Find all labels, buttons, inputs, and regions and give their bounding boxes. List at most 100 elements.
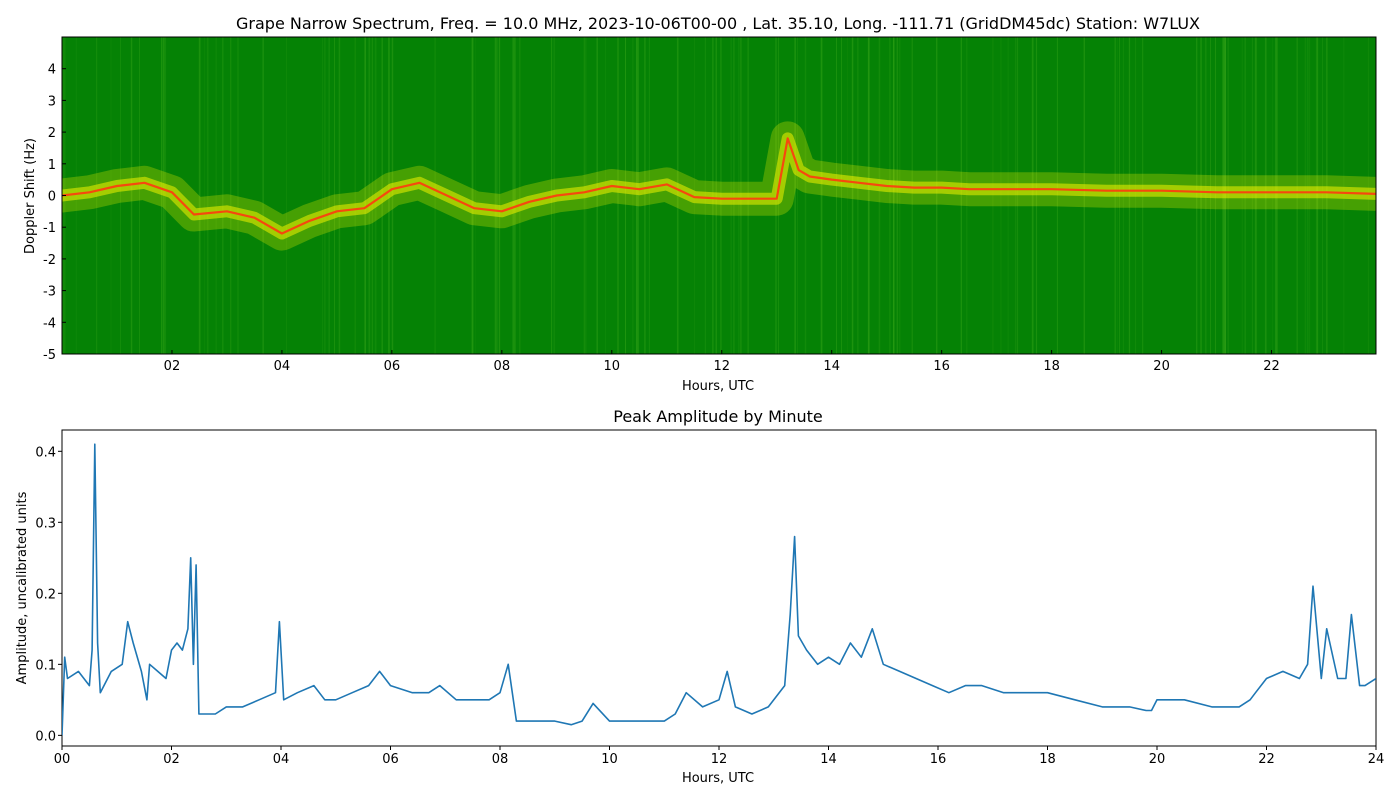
spectrogram-x-tick-label: 12 — [713, 359, 730, 374]
amplitude-panel: 00 02 04 06 08 10 12 14 16 18 20 22 24 0.00.10.20.30… — [15, 429, 1385, 786]
noise-stripe — [841, 37, 842, 354]
spectrogram-x-axis: 02 04 06 08 10 12 14 16 18 20 22 — [164, 350, 1280, 374]
noise-stripe — [514, 37, 516, 354]
spectrogram-y-tick-label: 2 — [48, 126, 56, 141]
amplitude-x-tick-label: 18 — [1039, 752, 1056, 767]
noise-stripe — [851, 37, 854, 354]
noise-stripe — [896, 37, 899, 354]
spectrogram-y-tick-label: 4 — [48, 63, 56, 78]
noise-stripe — [857, 37, 859, 354]
spectrogram-x-tick-label: 02 — [164, 359, 181, 374]
noise-stripe — [475, 37, 476, 354]
noise-stripe — [161, 37, 163, 354]
amplitude-ylabel: Amplitude, uncalibrated units — [15, 491, 30, 684]
noise-stripe — [836, 37, 837, 354]
noise-stripe — [262, 37, 264, 354]
noise-stripe — [648, 37, 650, 354]
amplitude-x-tick-label: 00 — [54, 752, 71, 767]
amplitude-y-tick-label: 0.4 — [35, 445, 56, 460]
noise-stripe — [617, 37, 619, 354]
noise-stripe — [230, 37, 232, 354]
spectrogram-y-tick-label: -2 — [43, 253, 56, 268]
noise-stripe — [878, 37, 881, 354]
amplitude-x-tick-label: 24 — [1368, 752, 1385, 767]
spectrogram-y-tick-label: -4 — [43, 316, 56, 331]
noise-stripe — [1014, 37, 1016, 354]
noise-stripe — [471, 37, 474, 354]
spectrogram-xlabel: Hours, UTC — [682, 379, 754, 394]
noise-stripe — [334, 37, 335, 354]
noise-stripe — [324, 37, 326, 354]
noise-stripe — [867, 37, 869, 354]
noise-stripe — [354, 37, 356, 354]
noise-stripe — [889, 37, 891, 354]
noise-stripe — [820, 37, 823, 354]
amplitude-x-tick-label: 02 — [163, 752, 180, 767]
noise-stripe — [198, 37, 201, 354]
amplitude-x-tick-label: 20 — [1149, 752, 1166, 767]
amplitude-frame — [61, 429, 1377, 747]
amplitude-xlabel: Hours, UTC — [682, 771, 754, 786]
spectrogram-x-tick-label: 18 — [1043, 359, 1060, 374]
noise-stripe — [519, 37, 521, 354]
amplitude-y-tick-label: 0.3 — [35, 516, 56, 531]
spectrogram-title: Grape Narrow Spectrum, Freq. = 10.0 MHz,… — [236, 14, 1200, 33]
noise-stripe — [1035, 37, 1038, 354]
noise-stripe — [605, 37, 606, 354]
noise-stripe — [130, 37, 133, 354]
noise-stripe — [222, 37, 224, 354]
amplitude-x-tick-label: 22 — [1258, 752, 1275, 767]
noise-stripe — [794, 37, 796, 354]
noise-stripe — [237, 37, 239, 354]
noise-stripe — [338, 37, 341, 354]
spectrogram-x-tick-label: 22 — [1263, 359, 1280, 374]
noise-stripe — [936, 37, 938, 354]
noise-stripe — [496, 37, 498, 354]
amplitude-x-axis: 00 02 04 06 08 10 12 14 16 18 20 22 24 — [54, 746, 1385, 767]
noise-stripe — [1016, 37, 1019, 354]
noise-stripe — [636, 37, 638, 354]
noise-stripe — [965, 37, 968, 354]
noise-stripe — [499, 37, 501, 354]
noise-stripe — [1000, 37, 1002, 354]
noise-stripe — [797, 37, 798, 354]
spectrogram-x-tick-label: 06 — [384, 359, 401, 374]
amplitude-y-tick-label: 0.0 — [35, 729, 56, 744]
spectrogram-y-tick-label: 1 — [48, 158, 56, 173]
noise-stripe — [960, 37, 962, 354]
spectrogram-x-tick-label: 04 — [274, 359, 291, 374]
spectrogram-x-tick-label: 10 — [604, 359, 621, 374]
noise-stripe — [368, 37, 371, 354]
amplitude-title: Peak Amplitude by Minute — [613, 407, 823, 426]
noise-stripe — [911, 37, 913, 354]
noise-stripe — [637, 37, 639, 354]
noise-stripe — [898, 37, 901, 354]
spectrogram-ylabel: Doppler Shift (Hz) — [23, 138, 38, 254]
spectrogram-y-tick-label: -1 — [43, 221, 56, 236]
noise-stripe — [893, 37, 895, 354]
noise-stripe — [868, 37, 870, 354]
amplitude-y-tick-label: 0.1 — [35, 658, 56, 673]
noise-stripe — [804, 37, 807, 354]
noise-stripe — [632, 37, 634, 354]
amplitude-x-tick-label: 04 — [273, 752, 290, 767]
noise-stripe — [206, 37, 209, 354]
amplitude-x-tick-label: 12 — [711, 752, 728, 767]
noise-stripe — [328, 37, 330, 354]
noise-stripe — [494, 37, 497, 354]
amplitude-x-tick-label: 08 — [492, 752, 509, 767]
spectrogram-x-tick-label: 16 — [933, 359, 950, 374]
noise-stripe — [847, 37, 848, 354]
spectrogram-x-tick-label: 20 — [1153, 359, 1170, 374]
spectrogram-y-tick-label: 3 — [48, 94, 56, 109]
noise-stripe — [1056, 37, 1058, 354]
noise-stripe — [625, 37, 626, 354]
noise-stripe — [215, 37, 217, 354]
noise-stripe — [992, 37, 994, 354]
amplitude-x-tick-label: 14 — [820, 752, 837, 767]
noise-stripe — [222, 37, 223, 354]
spectrogram-y-axis: -5 -4 -3 -2 -1 0 1 2 3 4 — [43, 63, 66, 363]
spectrogram-y-tick-label: -5 — [43, 348, 56, 363]
